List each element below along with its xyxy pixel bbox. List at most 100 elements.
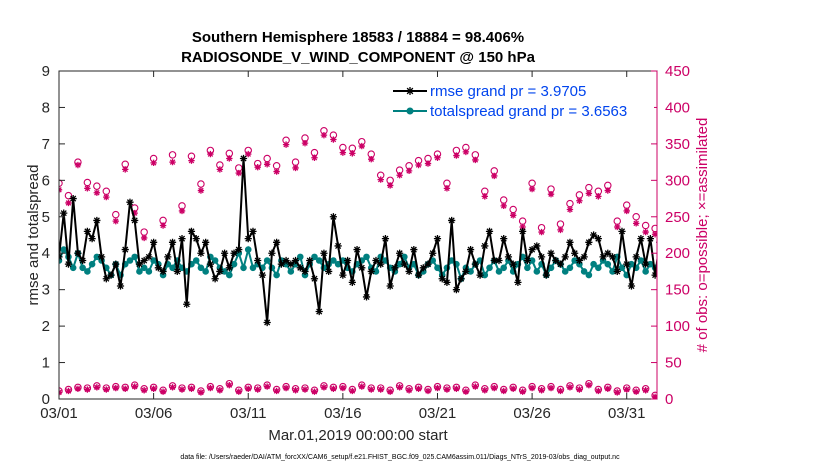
obs-assimilated-point-glyph: [122, 166, 129, 173]
obs-assimilated-point: [377, 176, 384, 183]
y-right-tick-label: 350: [665, 136, 690, 153]
obs-low-assimilated-point-glyph: [188, 385, 195, 392]
obs-assimilated-point-glyph: [585, 190, 593, 197]
obs-assimilated-point: [65, 199, 72, 207]
rmse-point-glyph: [651, 271, 657, 279]
obs-assimilated-point-glyph: [188, 157, 195, 164]
obs-low-assimilated-point-glyph: [197, 389, 205, 396]
obs-low-assimilated-point-glyph: [566, 384, 574, 391]
obs-low-assimilated-point-glyph: [377, 386, 384, 393]
rmse-point: [202, 238, 210, 246]
rmse-point-glyph: [556, 260, 565, 268]
obs-assimilated-point-glyph: [358, 142, 365, 150]
rmse-point-glyph: [627, 282, 636, 290]
rmse-point-glyph: [69, 194, 77, 203]
rmse-point-glyph: [268, 249, 276, 257]
rmse-point-glyph: [220, 249, 229, 257]
obs-low-assimilated-point-glyph: [349, 387, 356, 395]
rmse-point: [216, 267, 224, 276]
rmse-point-glyph: [542, 271, 550, 279]
obs-assimilated-point-glyph: [547, 190, 555, 198]
rmse-point: [135, 260, 144, 268]
totalspread-point: [296, 253, 304, 261]
obs-low-assimilated-point: [339, 384, 347, 392]
obs-possible-point: [59, 179, 63, 187]
obs-low-assimilated-point-glyph: [651, 393, 657, 399]
obs-low-assimilated-point-glyph: [273, 387, 280, 395]
rmse-point-glyph: [60, 209, 68, 217]
rmse-point-glyph: [74, 249, 82, 257]
rmse-point: [827, 253, 830, 260]
rmse-point-glyph: [93, 216, 101, 225]
obs-low-assimilated-point: [150, 385, 157, 392]
totalspread-point: [656, 269, 657, 274]
totalspread-point: [733, 261, 739, 267]
rmse-point-glyph: [296, 264, 304, 272]
rmse-point: [348, 278, 356, 286]
rmse-point-glyph: [197, 249, 205, 257]
obs-assimilated-point-glyph: [197, 187, 205, 194]
obs-low-assimilated-point: [547, 384, 555, 392]
totalspread-point: [69, 264, 77, 272]
obs-low-assimilated-point: [528, 384, 536, 392]
obs-low-assimilated-point-glyph: [585, 381, 593, 389]
rmse-point-glyph: [523, 256, 531, 265]
rmse-point: [485, 227, 494, 235]
obs-assimilated-point: [614, 223, 621, 231]
rmse-point: [713, 242, 720, 249]
rmse-point-glyph: [159, 267, 167, 276]
rmse-point-glyph: [433, 235, 442, 243]
rmse-point-glyph: [348, 278, 356, 286]
rmse-point: [154, 264, 162, 272]
rmse-point-glyph: [258, 271, 267, 279]
rmse-point-glyph: [405, 267, 413, 276]
y-tick-label: 8: [42, 99, 50, 116]
y-right-tick-label: 400: [665, 99, 690, 116]
obs-low-assimilated-point: [122, 385, 129, 392]
rmse-point: [604, 249, 612, 257]
obs-assimilated-point: [632, 220, 640, 227]
rmse-point: [362, 293, 371, 301]
y-right-tick-label: 300: [665, 172, 690, 189]
rmse-point: [367, 267, 375, 276]
rmse-point: [282, 256, 290, 265]
rmse-point-glyph: [793, 246, 800, 253]
rmse-point-glyph: [150, 238, 158, 246]
obs-assimilated-point-glyph: [443, 185, 451, 192]
totalspread-point: [226, 271, 233, 279]
rmse-point-glyph: [353, 245, 361, 254]
obs-low-assimilated-point-glyph: [386, 388, 394, 395]
rmse-point: [287, 260, 295, 268]
totalspread-point: [737, 254, 743, 260]
obs-assimilated-point: [112, 217, 119, 225]
rmse-point: [646, 235, 654, 243]
rmse-point-glyph: [779, 253, 786, 260]
rmse-point-glyph: [585, 238, 593, 246]
y-tick-label: 1: [42, 355, 50, 372]
obs-assimilated-point: [481, 193, 488, 200]
obs-assimilated-point-glyph: [169, 158, 176, 166]
rmse-point-glyph: [775, 228, 782, 235]
obs-low-assimilated-point-glyph: [93, 384, 101, 391]
rmse-point: [183, 300, 191, 308]
rmse-point-glyph: [561, 253, 569, 261]
legend-totalspread-symbol: [393, 107, 427, 115]
totalspread-point: [585, 271, 593, 279]
obs-low-assimilated-point-glyph: [122, 385, 129, 392]
rmse-point-glyph: [192, 235, 200, 243]
obs-assimilated-point-glyph: [491, 172, 498, 180]
rmse-point: [784, 250, 791, 257]
obs-low-assimilated-point-glyph: [595, 387, 602, 395]
x-tick-label: 03/21: [419, 405, 457, 422]
rmse-point: [556, 260, 565, 268]
obs-assimilated-point: [443, 185, 451, 192]
obs-assimilated-point-glyph: [65, 199, 72, 207]
obs-low-assimilated-point-glyph: [632, 388, 640, 395]
rmse-point-glyph: [273, 238, 281, 246]
obs-low-assimilated-point: [538, 387, 545, 394]
rmse-point-glyph: [400, 260, 408, 268]
obs-low-assimilated-point: [112, 384, 119, 392]
totalspread-point: [780, 269, 786, 275]
obs-low-assimilated-point-glyph: [330, 385, 337, 392]
rmse-point: [585, 238, 593, 246]
